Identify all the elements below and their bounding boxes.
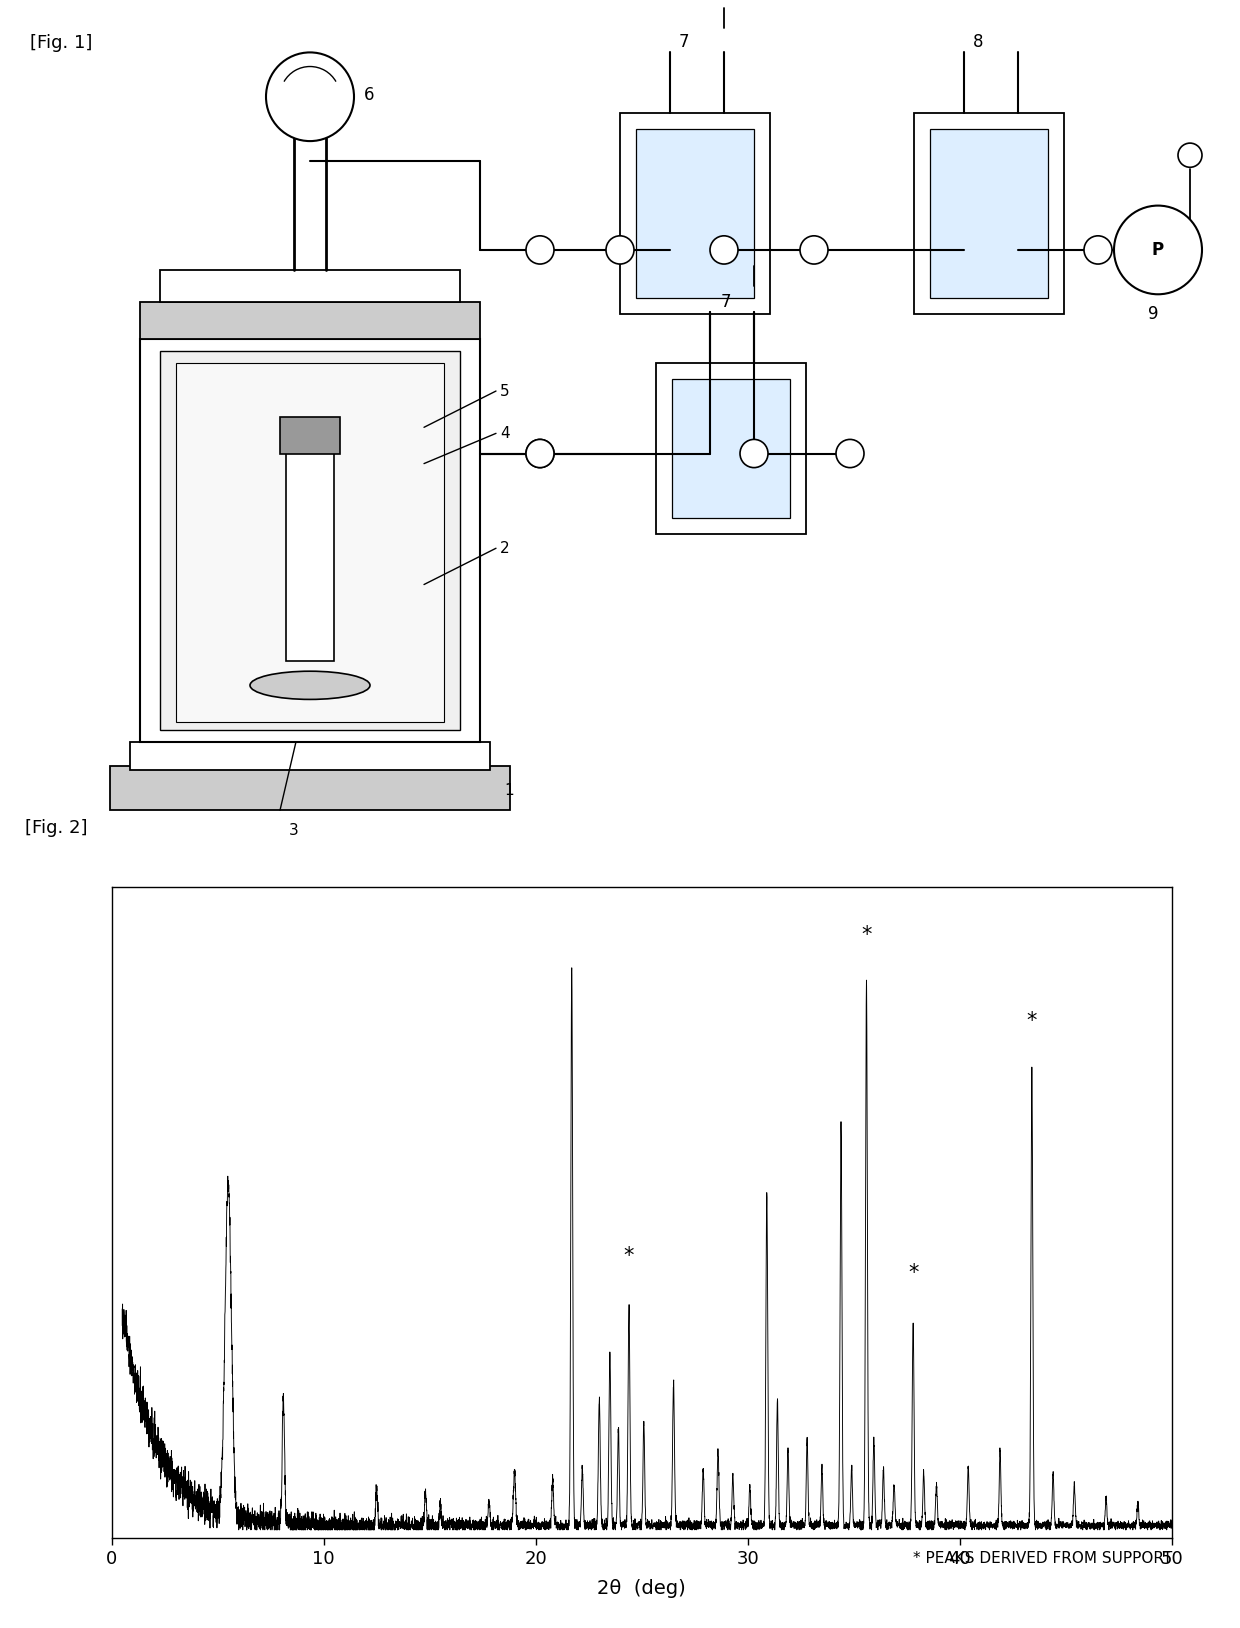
- Circle shape: [836, 440, 864, 467]
- Circle shape: [1178, 143, 1202, 168]
- Bar: [130, 742, 490, 770]
- Text: 8: 8: [972, 33, 983, 52]
- Text: *: *: [908, 1263, 919, 1283]
- Circle shape: [526, 440, 554, 467]
- Text: *: *: [862, 925, 872, 944]
- Text: [Fig. 1]: [Fig. 1]: [30, 34, 92, 52]
- Bar: [656, 363, 806, 534]
- Circle shape: [526, 236, 554, 264]
- Circle shape: [526, 440, 554, 467]
- X-axis label: 2θ  (deg): 2θ (deg): [598, 1579, 686, 1599]
- Text: * PEAKS DERIVED FROM SUPPORT: * PEAKS DERIVED FROM SUPPORT: [913, 1551, 1172, 1566]
- Bar: [914, 112, 1064, 314]
- Text: 7: 7: [678, 33, 689, 52]
- Circle shape: [1084, 236, 1112, 264]
- Circle shape: [740, 440, 768, 467]
- Bar: [930, 129, 1048, 298]
- Bar: [140, 339, 480, 742]
- Text: P: P: [1152, 241, 1164, 259]
- Bar: [176, 363, 444, 721]
- Text: 1: 1: [503, 783, 513, 798]
- Ellipse shape: [250, 671, 370, 700]
- Text: 3: 3: [289, 822, 299, 838]
- Bar: [140, 303, 480, 339]
- Bar: [280, 417, 340, 454]
- Circle shape: [800, 236, 828, 264]
- Text: 6: 6: [365, 86, 374, 104]
- Circle shape: [1114, 205, 1202, 295]
- Bar: [672, 379, 790, 518]
- Circle shape: [606, 236, 634, 264]
- Circle shape: [711, 236, 738, 264]
- Bar: [110, 765, 510, 811]
- Text: 5: 5: [500, 384, 510, 399]
- Text: [Fig. 2]: [Fig. 2]: [25, 819, 87, 837]
- Bar: [286, 449, 334, 661]
- Bar: [620, 112, 770, 314]
- Text: *: *: [1027, 1011, 1037, 1031]
- Text: 4: 4: [500, 427, 510, 441]
- Text: *: *: [624, 1245, 634, 1267]
- Text: 9: 9: [1148, 306, 1158, 324]
- Text: 2: 2: [500, 540, 510, 555]
- Text: 7: 7: [720, 293, 732, 311]
- Bar: [160, 270, 460, 303]
- Bar: [636, 129, 754, 298]
- Circle shape: [267, 52, 353, 142]
- Bar: [160, 350, 460, 729]
